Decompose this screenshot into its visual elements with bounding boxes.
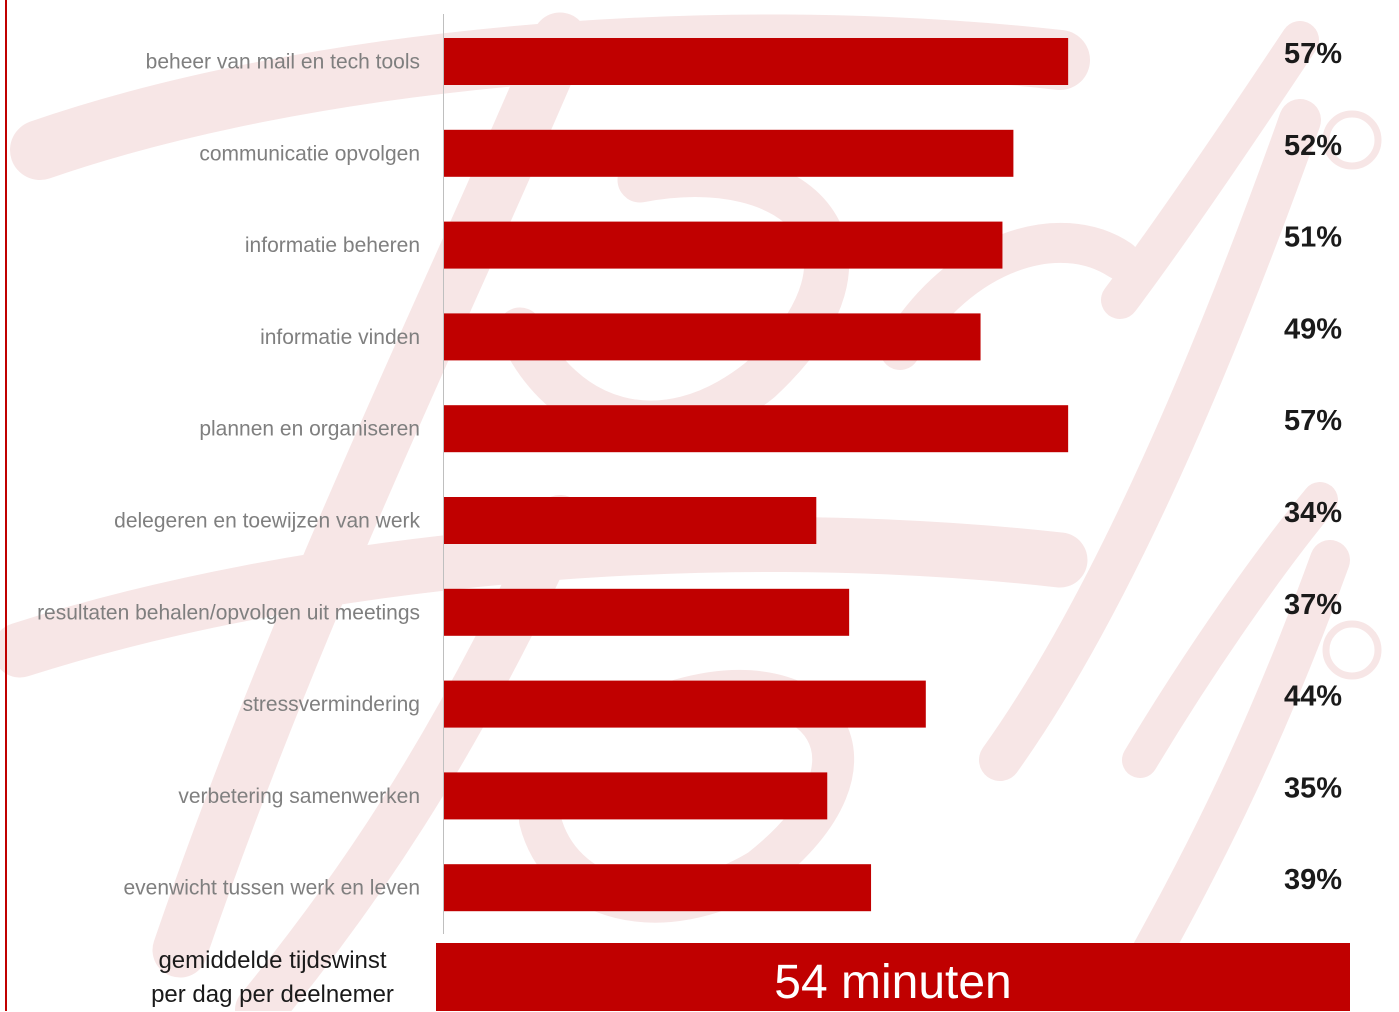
- value-label: 51%: [1284, 222, 1342, 254]
- summary-label: gemiddelde tijdswinst per dag per deelne…: [100, 944, 445, 1012]
- watermark-stroke: [979, 99, 1321, 781]
- value-label: 57%: [1284, 405, 1342, 437]
- watermark-registered-mark: [1322, 110, 1382, 170]
- bar: [444, 38, 1069, 85]
- bar: [444, 588, 850, 636]
- category-label: delegeren en toewijzen van werk: [114, 510, 420, 533]
- watermark-stroke: [1101, 21, 1319, 319]
- value-label: 35%: [1284, 772, 1342, 804]
- summary-value-box: 54 minuten: [436, 943, 1350, 1011]
- category-label: stressvermindering: [243, 693, 420, 716]
- category-label: informatie vinden: [260, 326, 420, 349]
- watermark-stroke: [497, 152, 850, 446]
- bar: [444, 680, 926, 728]
- value-label: 49%: [1284, 313, 1342, 345]
- bar: [444, 405, 1069, 453]
- category-label: resultaten behalen/opvolgen uit meetings: [37, 601, 420, 624]
- bar: [444, 129, 1014, 177]
- value-label: 44%: [1284, 681, 1342, 713]
- bar: [444, 313, 981, 361]
- left-border-rule: [5, 0, 7, 1011]
- bar: [444, 864, 872, 912]
- value-label: 52%: [1284, 130, 1342, 162]
- value-label: 39%: [1284, 864, 1342, 896]
- category-label: evenwicht tussen werk en leven: [124, 877, 421, 900]
- bar: [444, 221, 1003, 269]
- category-axis-line: [443, 14, 444, 934]
- value-label: 34%: [1284, 497, 1342, 529]
- summary-label-line2: per dag per deelnemer: [151, 981, 394, 1008]
- value-label: 37%: [1284, 589, 1342, 621]
- category-label: plannen en organiseren: [199, 418, 420, 441]
- summary-label-line1: gemiddelde tijdswinst: [158, 947, 387, 974]
- category-label: beheer van mail en tech tools: [146, 51, 420, 74]
- category-label: informatie beheren: [245, 234, 420, 257]
- value-label: 57%: [1284, 38, 1342, 70]
- watermark-registered-mark: [1322, 620, 1382, 680]
- category-label: communicatie opvolgen: [199, 142, 420, 165]
- category-label: verbetering samenwerken: [178, 785, 420, 808]
- watermark-stroke: [0, 517, 1088, 678]
- bar: [444, 772, 828, 820]
- watermark-stroke: [1122, 482, 1338, 778]
- summary-value: 54 minuten: [774, 955, 1012, 1009]
- bar: [444, 497, 817, 544]
